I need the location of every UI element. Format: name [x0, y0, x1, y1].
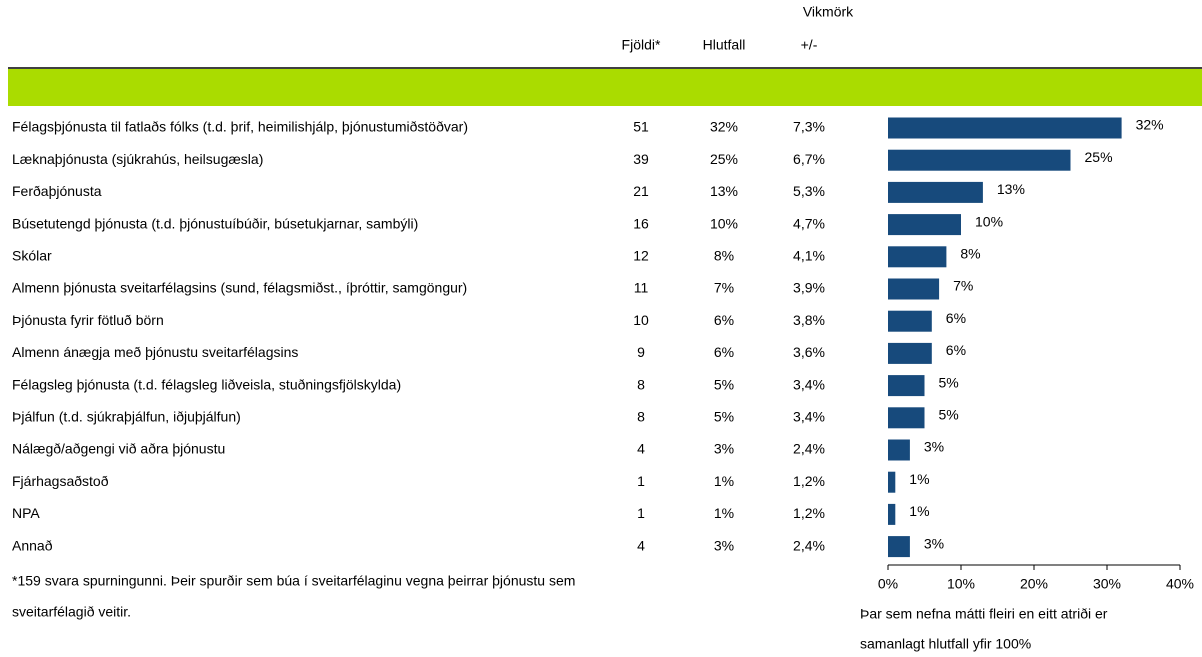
row-label: Skólar [12, 248, 52, 264]
data-label: 6% [946, 342, 966, 358]
row-label: Almenn þjónusta sveitarfélagsins (sund, … [12, 280, 467, 296]
data-label: 1% [909, 471, 929, 487]
count: 16 [633, 215, 649, 231]
row-label: Almenn ánægja með þjónustu sveitarfélags… [12, 344, 298, 360]
count: 9 [637, 344, 645, 360]
data-label: 10% [975, 213, 1003, 229]
share: 5% [714, 409, 734, 425]
margin: 4,1% [793, 248, 825, 264]
bar [888, 117, 1122, 139]
row-label: NPA [12, 505, 40, 521]
margin: 3,4% [793, 376, 825, 392]
row-label: Ferðaþjónusta [12, 183, 102, 199]
margin: 5,3% [793, 183, 825, 199]
row-label: Fjárhagsaðstoð [12, 473, 109, 489]
row-label: Búsetutengd þjónusta (t.d. þjónustuíbúði… [12, 215, 418, 231]
count: 39 [633, 151, 649, 167]
share: 8% [714, 248, 734, 264]
data-label: 6% [946, 310, 966, 326]
count: 4 [637, 441, 645, 457]
count: 8 [637, 376, 645, 392]
row-label: Annað [12, 537, 53, 553]
bar [888, 407, 925, 429]
bar [888, 536, 910, 558]
share: 7% [714, 280, 734, 296]
share: 25% [710, 151, 738, 167]
share: 3% [714, 537, 734, 553]
margin: 2,4% [793, 441, 825, 457]
share: 6% [714, 344, 734, 360]
data-label: 3% [924, 535, 944, 551]
note: samanlagt hlutfall yfir 100% [860, 636, 1031, 652]
bar [888, 375, 925, 397]
data-label: 5% [939, 374, 959, 390]
count: 1 [637, 505, 645, 521]
margin: 1,2% [793, 473, 825, 489]
row-label: Þjónusta fyrir fötluð börn [12, 312, 164, 328]
bar [888, 246, 947, 268]
footnote: sveitarfélagið veitir. [12, 604, 131, 620]
row-label: Félagsþjónusta til fatlaðs fólks (t.d. þ… [12, 119, 468, 135]
header: +/- [801, 37, 818, 53]
share: 10% [710, 215, 738, 231]
row-label: Félagsleg þjónusta (t.d. félagsleg liðve… [12, 376, 401, 392]
data-label: 1% [909, 503, 929, 519]
share: 3% [714, 441, 734, 457]
bar [888, 278, 940, 300]
data-label: 25% [1085, 149, 1113, 165]
data-label: 32% [1136, 117, 1164, 133]
margin: 3,6% [793, 344, 825, 360]
band [8, 69, 1202, 106]
margin: 3,8% [793, 312, 825, 328]
margin: 7,3% [793, 119, 825, 135]
bar [888, 181, 983, 203]
x-tick-label: 40% [1166, 576, 1194, 592]
bar [888, 149, 1071, 171]
data-label: 13% [997, 181, 1025, 197]
header: Hlutfall [703, 37, 746, 53]
count: 1 [637, 473, 645, 489]
count: 12 [633, 248, 649, 264]
row-label: Læknaþjónusta (sjúkrahús, heilsugæsla) [12, 151, 263, 167]
margin: 2,4% [793, 537, 825, 553]
share: 6% [714, 312, 734, 328]
count: 4 [637, 537, 645, 553]
bar [888, 503, 896, 525]
header: Vikmörk [803, 4, 854, 20]
margin: 3,4% [793, 409, 825, 425]
data-label: 5% [939, 407, 959, 423]
count: 11 [634, 280, 649, 296]
row-label: Nálægð/aðgengi við aðra þjónustu [12, 441, 225, 457]
count: 10 [633, 312, 649, 328]
margin: 4,7% [793, 215, 825, 231]
data-label: 3% [924, 439, 944, 455]
count: 8 [637, 409, 645, 425]
bar [888, 471, 896, 493]
note: Þar sem nefna mátti fleiri en eitt atrið… [860, 606, 1108, 622]
share: 1% [714, 505, 734, 521]
row-label: Þjálfun (t.d. sjúkraþjálfun, iðjuþjálfun… [12, 409, 241, 425]
x-tick-label: 0% [878, 576, 898, 592]
data-label: 8% [960, 246, 980, 262]
margin: 3,9% [793, 280, 825, 296]
margin: 6,7% [793, 151, 825, 167]
x-tick-label: 20% [1020, 576, 1048, 592]
share: 32% [710, 119, 738, 135]
share: 5% [714, 376, 734, 392]
bar [888, 214, 961, 236]
footnote: *159 svara spurningunni. Þeir spurðir se… [12, 573, 575, 589]
count: 21 [633, 183, 649, 199]
bar [888, 342, 932, 364]
header: Fjöldi* [622, 37, 661, 53]
count: 51 [633, 119, 649, 135]
bar [888, 310, 932, 332]
share: 1% [714, 473, 734, 489]
data-label: 7% [953, 278, 973, 294]
margin: 1,2% [793, 505, 825, 521]
share: 13% [710, 183, 738, 199]
bar [888, 439, 910, 461]
x-tick-label: 10% [947, 576, 975, 592]
x-tick-label: 30% [1093, 576, 1121, 592]
